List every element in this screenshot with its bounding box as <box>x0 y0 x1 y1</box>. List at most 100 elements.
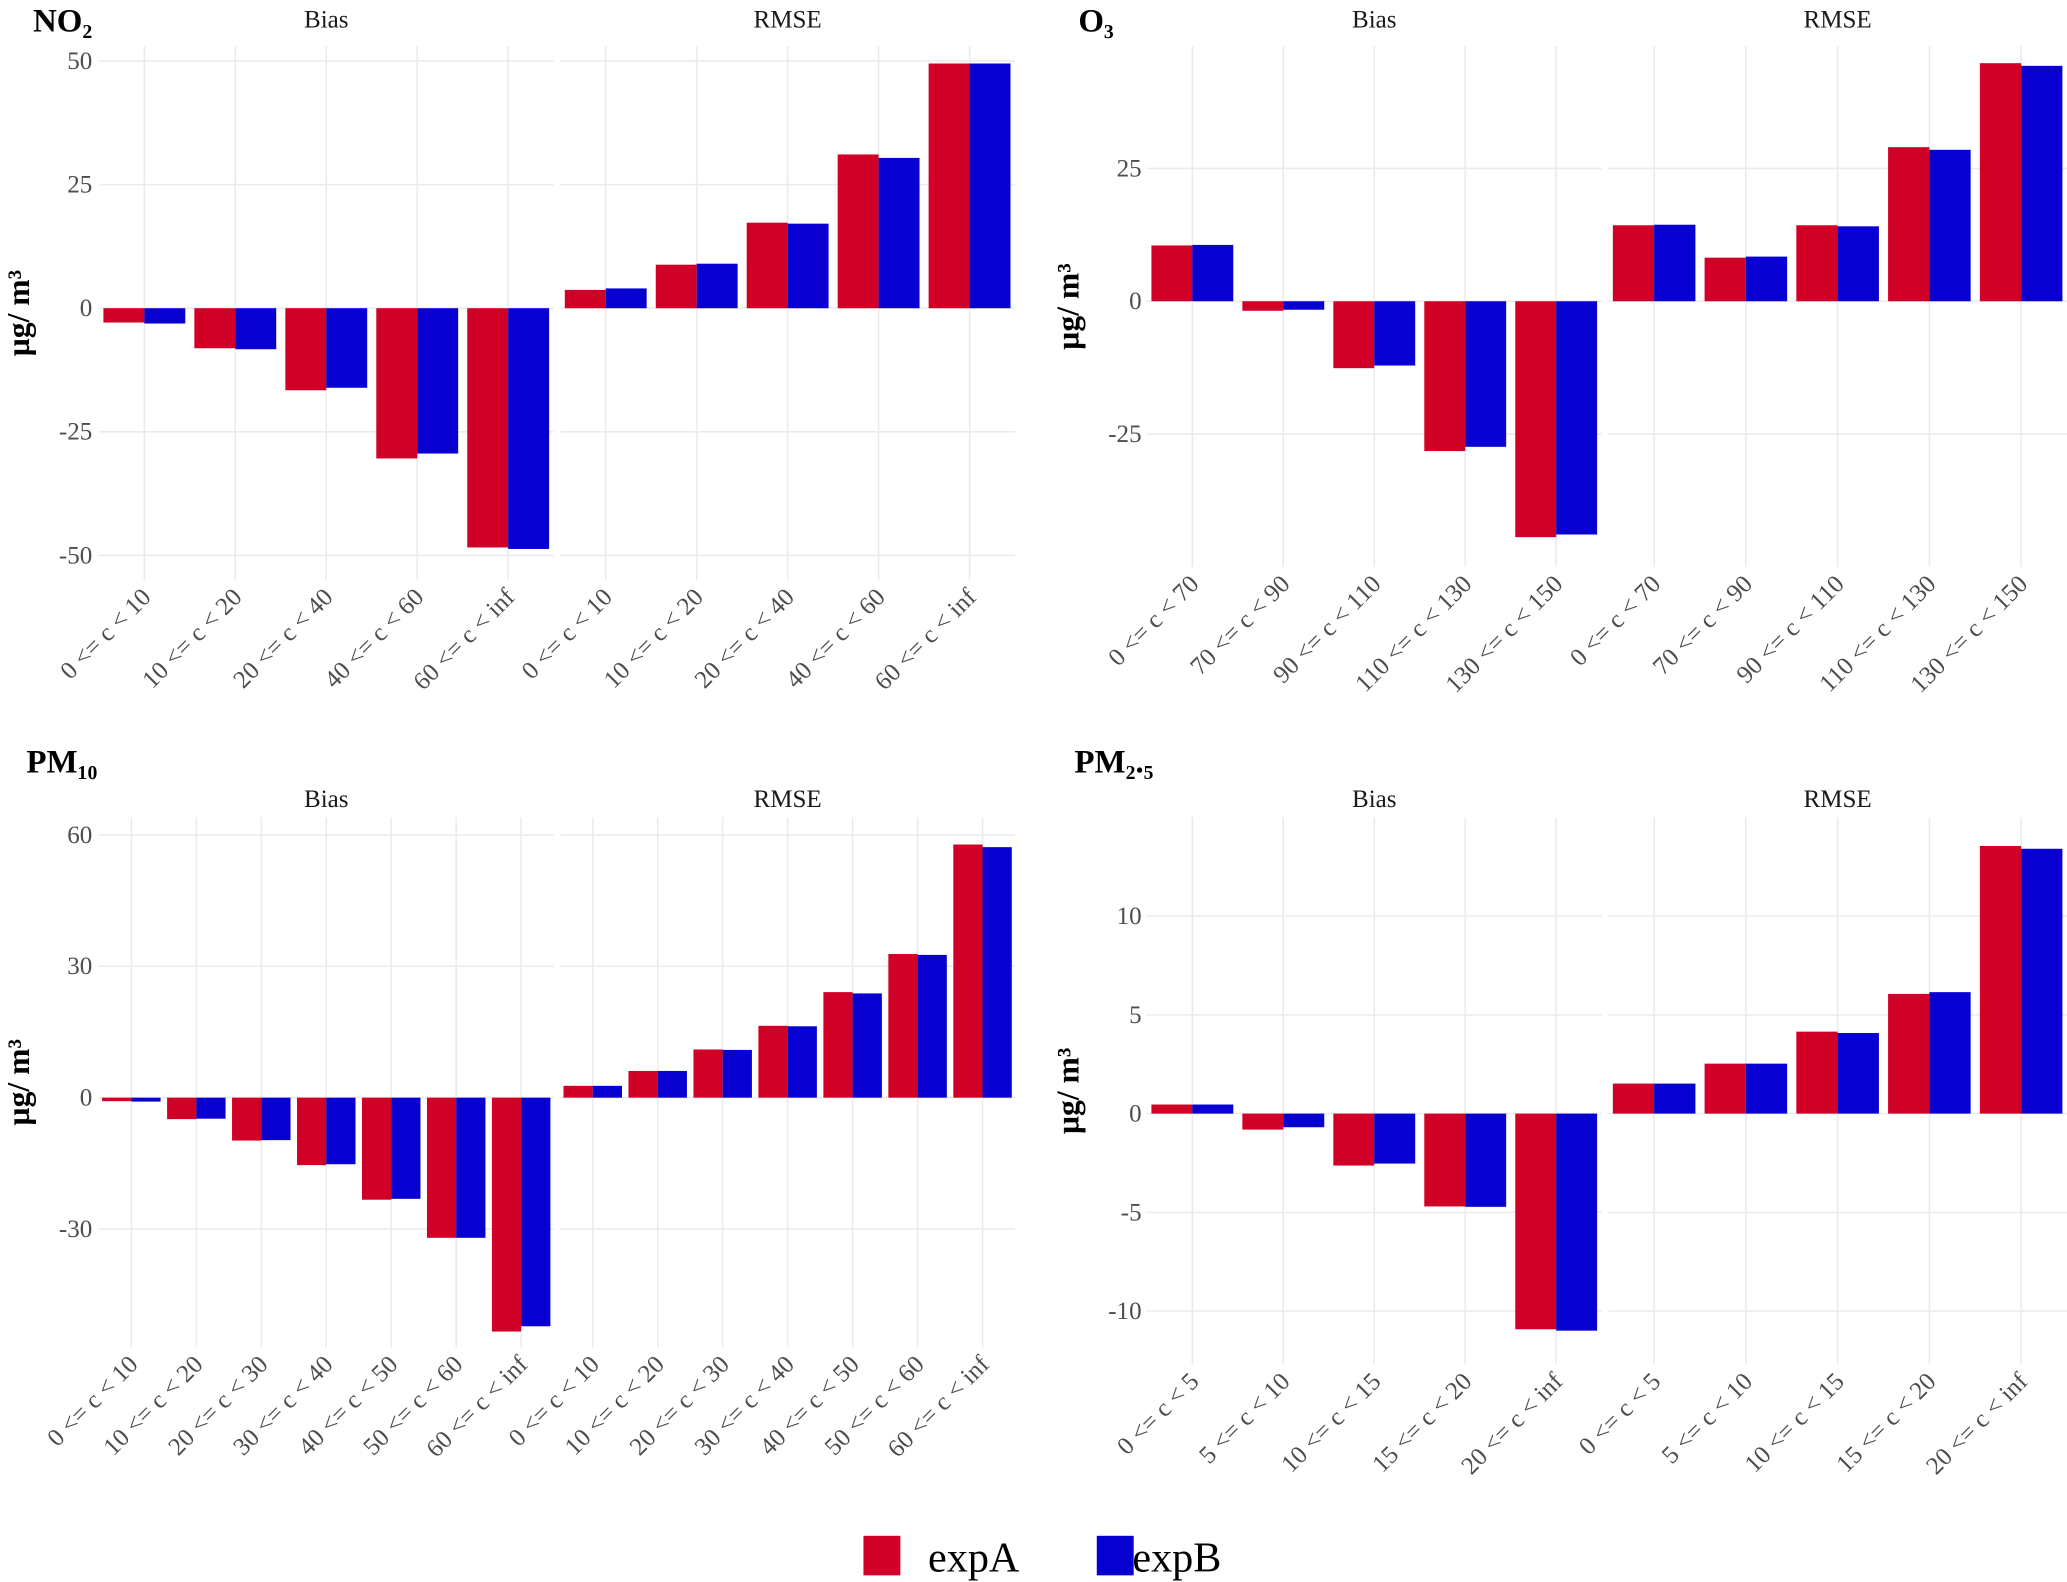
bar-expB <box>878 157 920 309</box>
bar-expB <box>605 288 647 309</box>
bar-expB <box>391 1097 421 1199</box>
bar-expA <box>953 844 983 1098</box>
bar-expB <box>696 263 738 309</box>
y-axis-title: µg/ m³ <box>1050 263 1085 350</box>
bar-expA <box>1888 147 1930 302</box>
bar-expB <box>1374 301 1416 366</box>
bar-expA <box>467 308 509 548</box>
y-tick-label: 0 <box>80 1085 93 1112</box>
bar-expA <box>746 222 788 309</box>
bar-expA <box>285 308 327 391</box>
y-axis-title: µg/ m³ <box>1 270 36 357</box>
bar-expB <box>1837 226 1879 302</box>
bar-expA <box>1242 301 1284 311</box>
bar-expA <box>758 1025 788 1098</box>
bar-expB <box>326 308 368 388</box>
bar-expA <box>563 1085 593 1098</box>
bar-expB <box>144 308 186 324</box>
y-tick-label: 0 <box>1129 288 1142 315</box>
y-tick-label: 10 <box>1117 903 1142 930</box>
y-tick-label: 0 <box>80 295 93 322</box>
y-tick-label: -25 <box>1108 421 1141 448</box>
bar-expB <box>1192 244 1234 302</box>
bar-expB <box>1283 301 1325 310</box>
bar-expB <box>1929 149 1971 302</box>
bar-expB <box>657 1070 687 1098</box>
bar-expA <box>1979 63 2022 302</box>
bar-expB <box>2021 65 2063 302</box>
bar-expA <box>693 1049 723 1098</box>
bar-expA <box>1515 301 1557 538</box>
panel-title: NO₂ <box>33 4 92 40</box>
facet-strip-label: Bias <box>304 7 349 34</box>
y-tick-label: 60 <box>67 822 92 849</box>
bar-expB <box>1192 1104 1234 1114</box>
bar-expB <box>1654 224 1696 302</box>
panel-title: O₃ <box>1078 4 1114 40</box>
bar-expB <box>1745 1063 1788 1114</box>
facet-strip-label: RMSE <box>1804 7 1872 34</box>
y-tick-label: 0 <box>1129 1101 1142 1128</box>
bar-expB <box>456 1097 486 1238</box>
legend-swatch-expB <box>1096 1535 1134 1576</box>
bar-expA <box>361 1097 392 1200</box>
bar-expB <box>592 1085 622 1098</box>
legend-label-expB: expB <box>1132 1534 1221 1581</box>
y-tick-label: 30 <box>67 953 92 980</box>
bar-expA <box>1333 301 1375 369</box>
legend-label-expA: expA <box>928 1534 1020 1581</box>
bar-expB <box>852 993 882 1098</box>
bar-expB <box>235 308 277 350</box>
bar-expB <box>1929 992 1971 1114</box>
bar-expA <box>297 1097 327 1166</box>
bar-expB <box>982 847 1012 1098</box>
bar-expB <box>1283 1113 1325 1128</box>
bar-expA <box>928 63 970 309</box>
bar-expB <box>1465 1113 1507 1207</box>
bar-expA <box>1151 245 1193 302</box>
bar-expA <box>1151 1104 1193 1114</box>
bar-expA <box>655 264 697 309</box>
y-tick-label: -30 <box>59 1216 92 1243</box>
bar-expA <box>564 289 606 309</box>
legend: expA expB <box>863 1534 1221 1581</box>
bar-expA <box>1515 1113 1557 1330</box>
bar-expA <box>102 1097 132 1102</box>
facet-strip-label: Bias <box>1352 786 1397 813</box>
bar-expA <box>1704 257 1746 302</box>
bar-expB <box>508 308 550 549</box>
bar-expA <box>167 1097 197 1120</box>
bar-expA <box>1979 846 2022 1114</box>
bar-expB <box>1374 1113 1416 1164</box>
y-axis-title: µg/ m³ <box>1 1039 36 1126</box>
bar-expA <box>491 1097 522 1332</box>
panel-title: PM₁₀ <box>26 745 97 781</box>
y-tick-label: -50 <box>59 542 92 569</box>
bar-expB <box>2021 848 2063 1114</box>
bar-expB <box>1556 1113 1598 1331</box>
bar-expA <box>888 954 918 1098</box>
y-axis-title: µg/ m³ <box>1050 1048 1085 1135</box>
bar-expB <box>917 954 947 1098</box>
bar-expA <box>823 992 853 1098</box>
bar-expB <box>969 63 1011 309</box>
bar-expB <box>196 1097 226 1119</box>
bar-expA <box>1612 225 1655 302</box>
facet-strip-label: RMSE <box>1804 786 1872 813</box>
bar-expA <box>1796 1031 1838 1114</box>
facet-strip-label: RMSE <box>754 7 822 34</box>
bar-expA <box>1424 301 1466 452</box>
bar-expA <box>376 308 418 459</box>
facet-strip-label: RMSE <box>754 786 822 813</box>
